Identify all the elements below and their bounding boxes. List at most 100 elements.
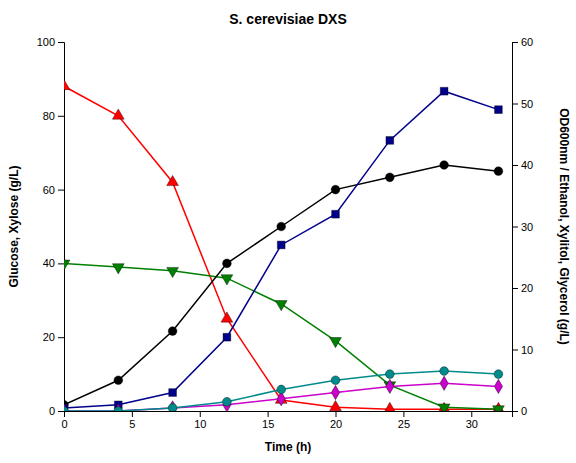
x-axis-line bbox=[65, 412, 513, 418]
series-line bbox=[64, 371, 498, 411]
x-axis-tick-mark bbox=[403, 411, 404, 417]
marker bbox=[494, 379, 502, 393]
marker bbox=[167, 175, 179, 185]
y2-axis-tick-label: 50 bbox=[521, 98, 533, 110]
marker bbox=[64, 260, 70, 270]
y2-axis-title: OD600nm / Ethanol, Xylitol, Glycerol (g/… bbox=[557, 108, 571, 345]
y2-axis-tick-label: 10 bbox=[521, 344, 533, 356]
marker bbox=[112, 264, 124, 274]
x-axis-title: Time (h) bbox=[265, 440, 311, 454]
series-line bbox=[64, 263, 498, 409]
marker bbox=[64, 404, 68, 411]
marker bbox=[331, 376, 340, 385]
y-axis-tick-mark bbox=[58, 42, 64, 43]
y-axis-title: Glucose, Xylose (g/L) bbox=[7, 165, 21, 287]
series-line bbox=[64, 383, 498, 411]
marker bbox=[168, 404, 177, 411]
x-axis-tick-mark bbox=[200, 411, 201, 417]
marker bbox=[330, 337, 342, 347]
y-axis-tick: 40 bbox=[43, 257, 64, 269]
y2-axis-tick-label: 40 bbox=[521, 159, 533, 171]
marker bbox=[114, 404, 122, 411]
y-axis-tick-label: 100 bbox=[37, 36, 55, 48]
y-axis-tick-mark bbox=[58, 190, 64, 191]
y2-axis: 0 10 20 30 40 50 60 bbox=[512, 36, 533, 417]
marker bbox=[277, 385, 286, 394]
marker bbox=[385, 173, 394, 182]
x-axis-tick-mark bbox=[336, 411, 337, 417]
marker bbox=[384, 402, 396, 411]
y2-axis-tick-mark bbox=[512, 288, 518, 289]
marker bbox=[221, 275, 233, 285]
marker bbox=[494, 167, 503, 176]
y-axis-tick-label: 80 bbox=[43, 110, 55, 122]
marker bbox=[440, 161, 449, 170]
marker bbox=[331, 185, 340, 194]
y-axis-tick-mark bbox=[58, 116, 64, 117]
y2-axis-tick: 50 bbox=[512, 98, 533, 110]
marker bbox=[277, 241, 285, 249]
marker bbox=[112, 109, 124, 119]
y2-axis-tick-label: 0 bbox=[521, 405, 527, 417]
x-axis-tick-label: 25 bbox=[398, 418, 410, 430]
y2-axis-tick-mark bbox=[512, 227, 518, 228]
y2-axis-tick-mark bbox=[512, 411, 518, 412]
title: S. cerevisiae DXS bbox=[229, 11, 347, 27]
marks bbox=[64, 79, 504, 411]
plot: 0 5 10 15 20 25 30 0 20 40 60 80 100 0 10 20 30 40 50 60 bbox=[37, 36, 534, 430]
y-axis-tick-label: 60 bbox=[43, 184, 55, 196]
marker bbox=[386, 137, 394, 145]
marker bbox=[221, 312, 233, 322]
marker bbox=[493, 406, 505, 411]
y2-axis-tick: 10 bbox=[512, 344, 533, 356]
x-axis-tick: 10 bbox=[194, 411, 206, 430]
marker bbox=[223, 259, 232, 268]
x-axis-tick-mark bbox=[471, 411, 472, 417]
marker bbox=[332, 210, 340, 218]
y2-axis-tick-mark bbox=[512, 104, 518, 105]
y2-axis-tick-label: 60 bbox=[521, 36, 533, 48]
marker bbox=[169, 389, 177, 397]
y2-axis-tick-label: 30 bbox=[521, 221, 533, 233]
y-axis-tick: 80 bbox=[43, 110, 64, 122]
marker bbox=[385, 370, 394, 379]
x-axis-tick-label: 0 bbox=[61, 418, 67, 430]
marker bbox=[114, 407, 123, 411]
x-axis: 0 5 10 15 20 25 30 bbox=[61, 411, 512, 430]
marker bbox=[277, 222, 286, 231]
marker bbox=[114, 376, 123, 385]
marker bbox=[331, 385, 339, 399]
marker bbox=[64, 79, 70, 89]
y2-axis-tick: 60 bbox=[512, 36, 533, 48]
marker bbox=[167, 267, 179, 277]
chart: 0 5 10 15 20 25 30 0 20 40 60 80 100 0 10 20 30 40 50 60 S. … bbox=[0, 0, 576, 463]
x-axis-tick-label: 10 bbox=[194, 418, 206, 430]
y2-axis-line bbox=[513, 43, 519, 412]
marker bbox=[64, 407, 68, 411]
y-axis-tick: 60 bbox=[43, 184, 64, 196]
x-axis-tick: 20 bbox=[330, 411, 342, 430]
marker bbox=[495, 106, 503, 114]
y2-axis-tick-mark bbox=[512, 165, 518, 166]
x-axis-tick: 15 bbox=[262, 411, 274, 430]
x-axis-tick: 5 bbox=[129, 411, 135, 430]
y-axis-tick-label: 0 bbox=[49, 405, 55, 417]
marker bbox=[386, 379, 394, 393]
y2-axis-tick: 20 bbox=[512, 282, 533, 294]
marker bbox=[223, 333, 231, 341]
marker bbox=[168, 401, 176, 411]
x-axis-tick-label: 30 bbox=[466, 418, 478, 430]
series-line bbox=[64, 165, 498, 405]
marker bbox=[275, 301, 287, 311]
series-line bbox=[64, 86, 498, 409]
y-axis-tick: 100 bbox=[37, 36, 64, 48]
y-axis-tick: 20 bbox=[43, 331, 64, 343]
x-axis-tick: 25 bbox=[398, 411, 410, 430]
y2-axis-tick-label: 20 bbox=[521, 282, 533, 294]
y2-axis-tick-mark bbox=[512, 42, 518, 43]
y2-axis-tick: 40 bbox=[512, 159, 533, 171]
marker bbox=[440, 367, 449, 376]
y-axis-line bbox=[58, 43, 65, 412]
marker bbox=[223, 398, 231, 411]
marker bbox=[440, 87, 448, 95]
